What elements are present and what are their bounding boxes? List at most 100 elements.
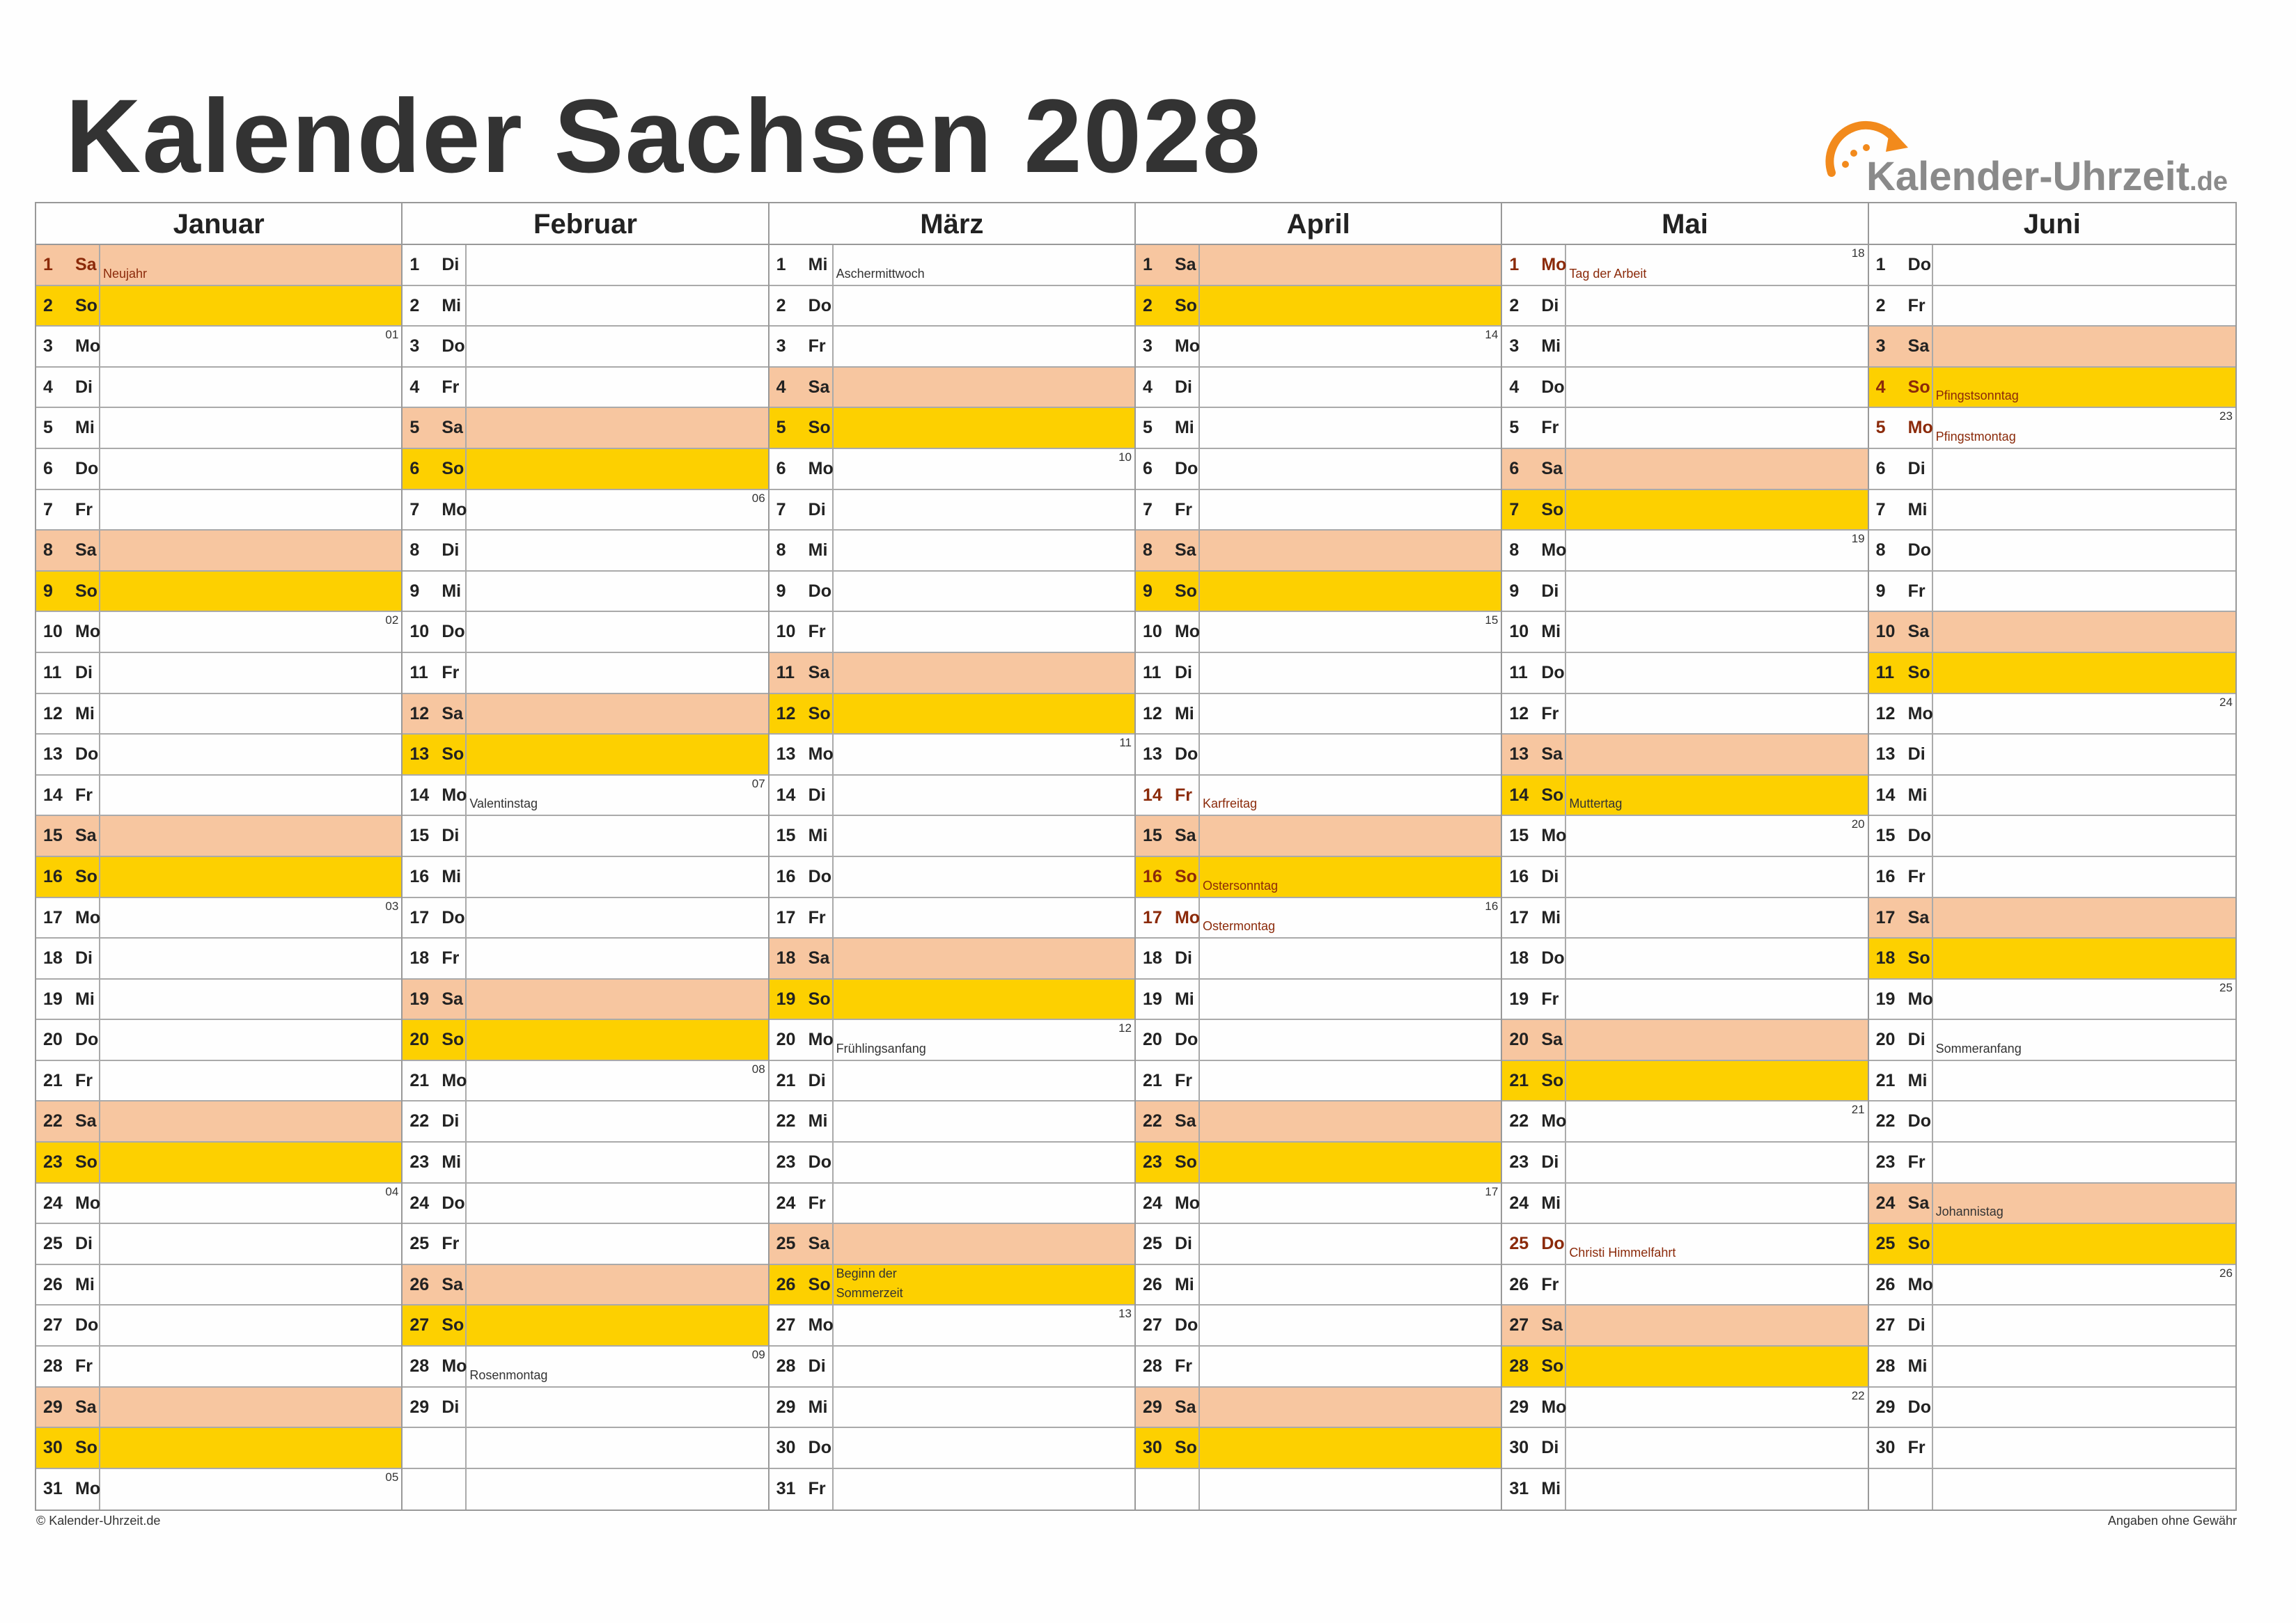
day-note xyxy=(1566,1428,1867,1468)
day-number: 19 xyxy=(43,989,63,1009)
day-note xyxy=(834,857,1134,897)
event-label: Aschermittwoch xyxy=(836,266,925,281)
weekday: Di xyxy=(442,826,460,846)
day-note xyxy=(100,1061,401,1101)
weekday: Do xyxy=(808,866,831,886)
day-label: 7 Fr xyxy=(1136,489,1200,530)
weekday: Mo xyxy=(1174,336,1201,356)
day-label: 19 Mo xyxy=(1869,979,1933,1019)
day-number: 27 xyxy=(409,1315,430,1335)
day-number: 18 xyxy=(43,948,63,969)
day-note xyxy=(1200,735,1501,774)
day-row: 1 Do xyxy=(1868,245,2235,286)
weekday: Sa xyxy=(808,1234,830,1254)
weekday: Sa xyxy=(1541,458,1563,478)
day-row: 30 So xyxy=(36,1428,402,1469)
weekday: Do xyxy=(1907,255,1931,274)
day-number: 8 xyxy=(409,540,420,560)
day-row: 2 Mi xyxy=(403,285,768,327)
weekday: So xyxy=(1907,377,1930,397)
day-row: 21 Di xyxy=(769,1060,1134,1102)
weekday: Di xyxy=(75,377,93,397)
day-note xyxy=(1200,1020,1501,1060)
day-row: 10 Fr xyxy=(769,612,1134,653)
week-number: 02 xyxy=(385,613,399,627)
day-note xyxy=(1933,1428,2235,1468)
day-note xyxy=(1933,1224,2235,1264)
day-row: 20 Mo Frühlingsanfang 12 xyxy=(769,1020,1134,1061)
weekday: Di xyxy=(442,255,460,274)
day-label: 3 Sa xyxy=(1869,327,1933,366)
day-note xyxy=(100,857,401,897)
day-row: 15 Mo 20 xyxy=(1502,816,1868,857)
day-number: 7 xyxy=(1875,499,1886,519)
week-number: 24 xyxy=(2219,695,2233,709)
weekday: Do xyxy=(75,1315,99,1335)
day-number: 2 xyxy=(43,295,53,315)
day-row: 26 Fr xyxy=(1502,1264,1868,1306)
weekday: Di xyxy=(1174,948,1192,969)
weekday: Do xyxy=(75,744,99,765)
day-number: 29 xyxy=(1142,1397,1162,1417)
day-row: 5 Mi xyxy=(36,408,402,449)
day-note xyxy=(100,408,401,448)
weekday: Mi xyxy=(75,989,95,1009)
day-row: 2 So xyxy=(1135,285,1501,327)
empty-row xyxy=(403,1468,768,1510)
day-number: 31 xyxy=(43,1478,63,1498)
day-label: 30 Di xyxy=(1502,1428,1567,1468)
month-column-januar: Januar 1 Sa Neujahr 2 So 3 Mo 01 4 Di 5 Mi 6 Do 7 Fr 8 Sa 9… xyxy=(36,203,403,1510)
day-row: 29 Mo 22 xyxy=(1502,1387,1868,1429)
day-row: 7 Di xyxy=(769,489,1134,531)
day-label: 19 Mi xyxy=(1136,979,1200,1019)
day-number: 17 xyxy=(1142,907,1162,927)
day-note xyxy=(467,1388,767,1427)
day-label: 23 Mi xyxy=(403,1143,467,1182)
day-note: 19 xyxy=(1566,531,1867,570)
day-note xyxy=(1933,735,2235,774)
day-note xyxy=(1566,1306,1867,1345)
day-number: 23 xyxy=(43,1152,63,1173)
day-label: 5 Mo xyxy=(1869,408,1933,448)
day-label: 23 So xyxy=(1136,1143,1200,1182)
day-number: 30 xyxy=(1875,1438,1896,1458)
day-label: 12 Fr xyxy=(1502,693,1567,734)
day-note xyxy=(1200,531,1501,570)
weekday: Mo xyxy=(1174,1193,1201,1213)
day-number: 28 xyxy=(1509,1356,1529,1377)
day-note: 04 xyxy=(100,1184,401,1223)
weekday: Fr xyxy=(1541,1274,1559,1294)
week-number: 21 xyxy=(1851,1103,1865,1117)
day-number: 20 xyxy=(776,1030,796,1050)
day-number: 7 xyxy=(776,499,786,519)
weekday: Mi xyxy=(442,295,462,315)
day-number: 15 xyxy=(409,826,430,846)
weekday: Sa xyxy=(442,1274,463,1294)
day-row: 31 Fr xyxy=(770,1468,1134,1510)
day-number: 7 xyxy=(1142,499,1153,519)
day-note xyxy=(834,612,1134,652)
weekday: So xyxy=(808,989,831,1009)
day-number: 24 xyxy=(1509,1193,1529,1213)
logo[interactable]: Kalender-Uhrzeit.de xyxy=(1818,111,2249,202)
day-number: 18 xyxy=(409,948,430,969)
day-row: 19 Sa xyxy=(403,979,768,1021)
day-number: 9 xyxy=(1509,581,1520,601)
day-row: 22 Sa xyxy=(1135,1101,1501,1143)
weekday: Sa xyxy=(442,989,463,1009)
day-label: 13 Do xyxy=(1136,735,1200,774)
day-label: 7 Mo xyxy=(403,489,467,530)
day-number: 15 xyxy=(776,826,796,846)
month-column-juni: Juni 1 Do 2 Fr 3 Sa 4 So Pfingstsonntag 5 Mo Pfingst… xyxy=(1868,203,2235,1510)
day-row: 22 Mo 21 xyxy=(1502,1101,1868,1143)
day-label: 2 Do xyxy=(770,285,834,326)
day-label: 16 Di xyxy=(1502,856,1567,897)
day-row: 28 So xyxy=(1502,1347,1868,1388)
day-row: 17 Fr xyxy=(769,897,1134,939)
footer-disclaimer: Angaben ohne Gewähr xyxy=(2107,1514,2237,1528)
day-label: 10 Fr xyxy=(770,612,834,652)
day-label: 4 Di xyxy=(36,367,100,407)
weekday: Do xyxy=(808,581,831,601)
day-row: 13 Sa xyxy=(1502,735,1868,776)
day-label: 9 Do xyxy=(770,571,834,611)
